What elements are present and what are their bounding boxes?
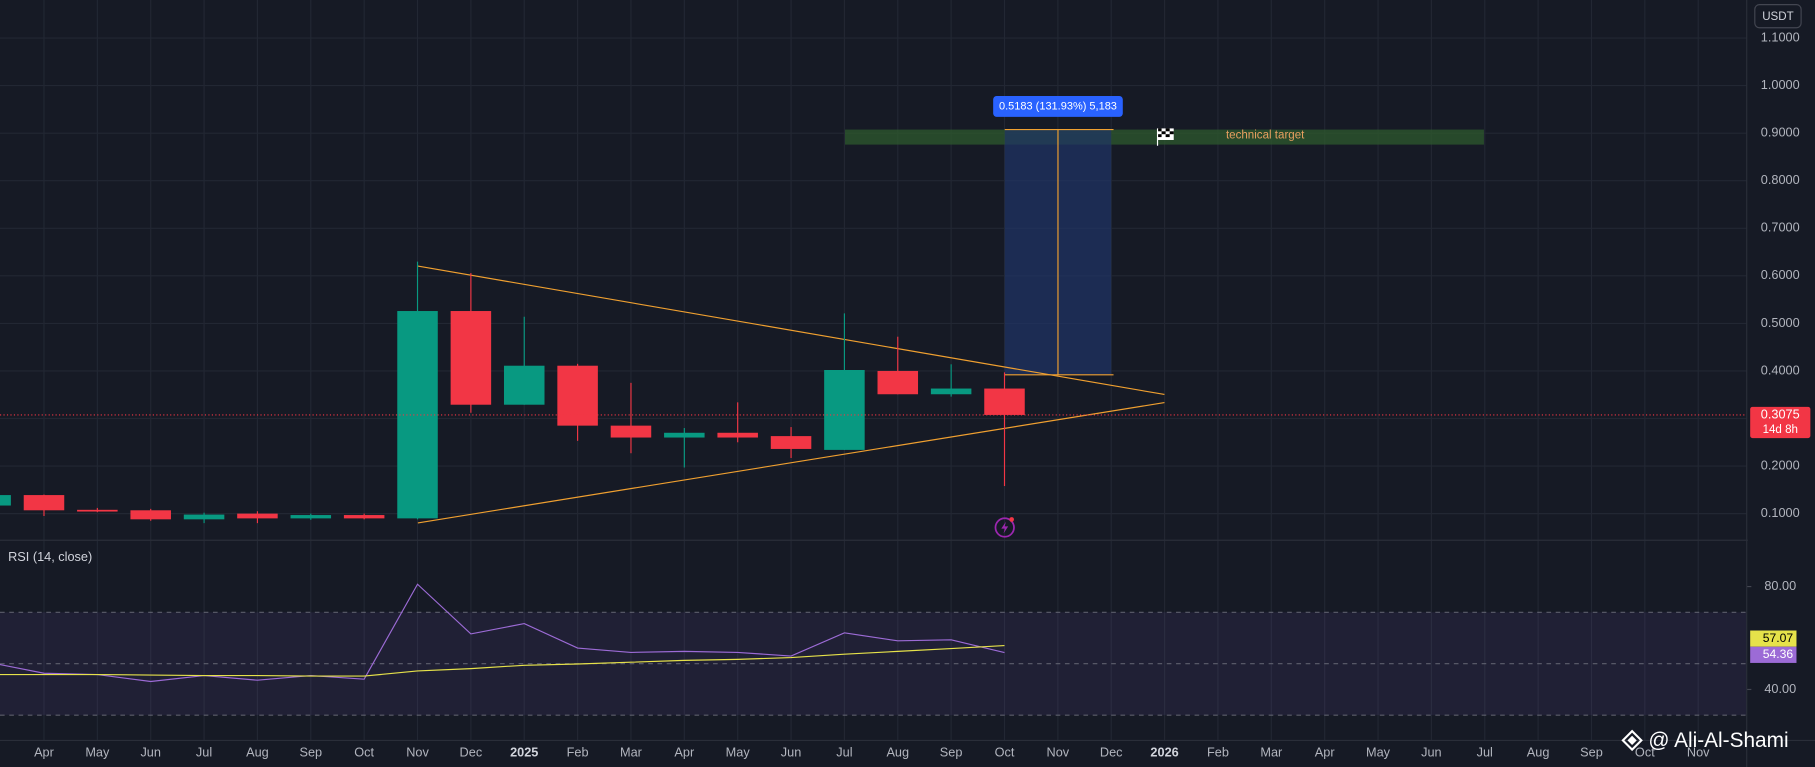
y-tick-label: 0.1000: [1761, 505, 1800, 520]
x-tick-label: 2025: [510, 744, 538, 759]
x-tick-label: May: [1366, 744, 1391, 759]
position-label-box: [993, 96, 1123, 117]
candle-body: [450, 311, 492, 405]
flag-icon: [1156, 128, 1174, 146]
y-tick-label: 0.6000: [1761, 267, 1800, 282]
candle-body: [343, 515, 385, 519]
current-price-label: 0.3075: [1761, 406, 1800, 421]
rsi-tick-label: 40.00: [1764, 681, 1796, 696]
rsi-tick-label: 80.00: [1764, 578, 1796, 593]
candle-body: [290, 515, 332, 519]
x-tick-label: Jun: [781, 744, 802, 759]
position-label: 0.5183 (131.93%) 5,183: [999, 100, 1117, 112]
x-tick-label: Aug: [1527, 744, 1550, 759]
watermark: @ Ali-Al-Shami: [1648, 729, 1788, 752]
x-tick-label: Apr: [34, 744, 55, 759]
rsi-value-box: [1750, 630, 1797, 647]
trendline-upper: [417, 265, 1165, 396]
candle-body: [130, 510, 171, 520]
rsi-value-label: 57.07: [1763, 631, 1794, 645]
target-label: technical target: [1226, 129, 1305, 141]
candle-body: [183, 514, 225, 520]
x-tick-label: Oct: [1635, 744, 1655, 759]
currency-label: USDT: [1762, 11, 1793, 23]
candle-body: [717, 432, 758, 438]
candle-body: [77, 509, 118, 512]
x-tick-label: Aug: [886, 744, 909, 759]
x-tick-label: Sep: [1580, 744, 1603, 759]
y-tick-label: 1.0000: [1761, 77, 1800, 92]
currency-button[interactable]: [1754, 4, 1802, 29]
candle-body: [557, 365, 598, 426]
rsi-value-box: [1750, 646, 1797, 663]
x-tick-label: Oct: [354, 744, 374, 759]
x-tick-label: Aug: [246, 744, 269, 759]
alert-icon[interactable]: [994, 517, 1015, 538]
x-tick-label: Sep: [299, 744, 322, 759]
rsi-line: [0, 583, 1005, 683]
x-tick-label: Feb: [1207, 744, 1229, 759]
x-tick-label: Mar: [1260, 744, 1283, 759]
x-tick-label: Oct: [995, 744, 1015, 759]
candle-body: [610, 425, 652, 438]
y-tick-label: 0.9000: [1761, 125, 1800, 140]
x-tick-label: Mar: [620, 744, 643, 759]
candle-body: [824, 369, 865, 450]
indicator-title: RSI (14, close): [8, 549, 92, 564]
candle-body: [877, 370, 919, 395]
candle-body: [984, 388, 1025, 415]
y-tick-label: 0.2000: [1761, 457, 1800, 472]
x-tick-label: Nov: [1687, 744, 1710, 759]
grid-layer: [0, 0, 1752, 741]
y-tick-label: 1.1000: [1761, 29, 1800, 44]
x-tick-label: Jul: [1477, 744, 1493, 759]
x-tick-label: Jun: [1421, 744, 1442, 759]
candle-body: [503, 365, 545, 405]
candle-body: [237, 513, 278, 519]
x-tick-label: Jul: [836, 744, 852, 759]
y-tick-label: 0.4000: [1761, 362, 1800, 377]
candle-body: [930, 388, 972, 395]
overlay: 0.10000.20000.30000.40000.50000.60000.70…: [0, 29, 1811, 759]
x-tick-label: Feb: [567, 744, 589, 759]
x-tick-label: Dec: [1100, 744, 1123, 759]
countdown-label: 14d 8h: [1763, 424, 1798, 436]
current-price-box: [1750, 406, 1811, 439]
x-tick-label: Jul: [196, 744, 212, 759]
y-tick-label: 0.7000: [1761, 220, 1800, 235]
candle-body: [664, 432, 705, 438]
watermark-logo: [1621, 729, 1643, 752]
y-tick-label: 0.5000: [1761, 315, 1800, 330]
rsi-value-label: 54.36: [1763, 647, 1794, 661]
x-tick-label: 2026: [1150, 744, 1178, 759]
x-tick-label: May: [726, 744, 751, 759]
y-tick-label: 0.8000: [1761, 172, 1800, 187]
x-tick-label: May: [85, 744, 110, 759]
rsi-line: [0, 644, 1005, 677]
x-tick-label: Apr: [1315, 744, 1336, 759]
candle-body: [23, 495, 65, 511]
trendline-lower: [417, 402, 1165, 524]
x-tick-label: Sep: [940, 744, 963, 759]
candle-body: [770, 436, 812, 449]
x-tick-label: Nov: [1047, 744, 1070, 759]
x-tick-label: Dec: [460, 744, 483, 759]
candle-body: [0, 495, 11, 506]
x-tick-label: Jun: [140, 744, 161, 759]
x-tick-label: Apr: [674, 744, 695, 759]
x-tick-label: Nov: [406, 744, 429, 759]
